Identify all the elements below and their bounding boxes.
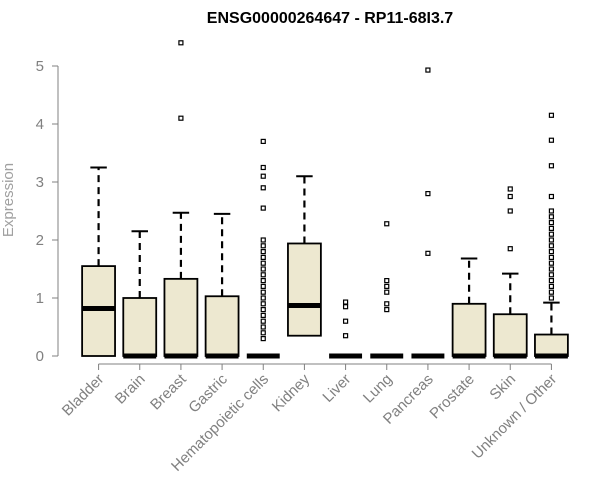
outlier-point [384, 307, 390, 313]
outlier-point [548, 243, 555, 249]
outlier-point [260, 260, 266, 266]
outlier-point [260, 301, 266, 307]
box [287, 242, 322, 337]
box [122, 297, 158, 357]
y-tick-label: 2 [36, 232, 44, 249]
outlier-point [548, 112, 555, 118]
outlier-point [507, 208, 513, 214]
box [534, 333, 569, 357]
outlier-point [260, 185, 266, 191]
outlier-point [260, 336, 266, 342]
outlier-point [548, 225, 555, 231]
outlier-point [342, 304, 349, 310]
outlier-point [548, 231, 555, 237]
y-tick-label: 1 [36, 290, 44, 307]
x-tick-label: Liver [319, 371, 354, 406]
outlier-point [548, 208, 555, 214]
outlier-point [260, 312, 266, 318]
y-tick-label: 4 [36, 116, 44, 133]
box [81, 265, 116, 357]
x-tick-label: Brain [112, 371, 149, 408]
outlier-point [260, 283, 266, 289]
outlier-point [425, 191, 431, 197]
x-tick-label: Prostate [426, 371, 478, 423]
box [492, 313, 528, 357]
outlier-point [507, 193, 513, 200]
outlier-point [548, 254, 555, 260]
outlier-point [507, 246, 513, 252]
outlier-point [260, 173, 266, 179]
outlier-point [548, 289, 555, 295]
outlier-point [425, 67, 431, 73]
outlier-point [384, 221, 390, 227]
outlier-point [548, 237, 555, 243]
outlier-point [260, 289, 266, 295]
y-tick-label: 3 [36, 174, 44, 191]
outlier-point [260, 330, 266, 336]
outlier-point [548, 260, 555, 266]
outlier-point [507, 186, 513, 192]
outlier-point [178, 115, 184, 121]
x-tick-label: Bladder [59, 371, 108, 420]
outlier-point [548, 163, 555, 169]
outlier-point [260, 205, 266, 211]
outlier-point [548, 137, 555, 143]
outlier-point [548, 220, 555, 226]
outlier-point [384, 283, 390, 289]
outlier-point [548, 272, 555, 278]
y-tick-label: 5 [36, 58, 44, 75]
outlier-point [260, 164, 266, 171]
outlier-point [548, 193, 555, 200]
x-tick-label: Kidney [269, 370, 314, 415]
outlier-point [260, 278, 266, 284]
outlier-point [260, 318, 266, 324]
box [451, 302, 487, 357]
outlier-point [548, 278, 555, 284]
outlier-point [260, 266, 266, 272]
outlier-point [342, 333, 349, 339]
outlier-point [425, 250, 431, 256]
outlier-point [260, 249, 266, 255]
outlier-point [178, 40, 184, 46]
outlier-point [260, 254, 266, 260]
outlier-point [548, 295, 555, 301]
x-tick-label: Breast [147, 370, 190, 413]
x-tick-label: Skin [486, 371, 519, 404]
outlier-point [342, 299, 349, 305]
outlier-point [342, 318, 349, 324]
outlier-point [548, 214, 555, 220]
outlier-point [384, 278, 390, 284]
chart-title: ENSG00000264647 - RP11-68I3.7 [207, 10, 454, 27]
outlier-point [384, 289, 390, 295]
outlier-point [548, 283, 555, 289]
outlier-point [260, 138, 266, 144]
outlier-point [384, 301, 390, 307]
outlier-point [260, 243, 266, 249]
y-tick-label: 0 [36, 348, 44, 365]
outlier-point [548, 266, 555, 272]
outlier-point [548, 249, 555, 255]
outlier-point [260, 307, 266, 313]
outlier-point [260, 272, 266, 278]
box [163, 277, 199, 357]
y-axis-label: Expression [0, 163, 17, 237]
x-tick-label: Lung [360, 371, 396, 407]
box [204, 295, 240, 357]
outlier-point [260, 324, 266, 330]
outlier-point [260, 237, 266, 243]
outlier-point [260, 295, 266, 301]
